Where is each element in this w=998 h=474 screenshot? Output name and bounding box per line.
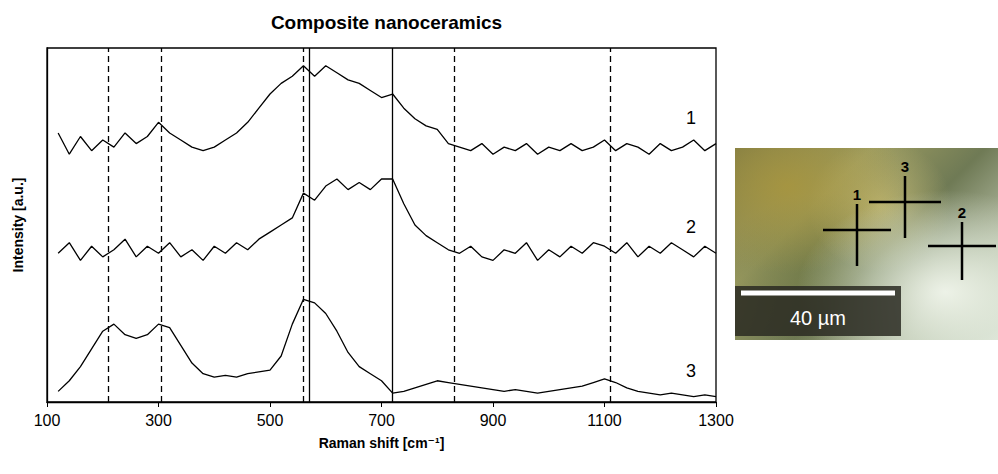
svg-text:1: 1 xyxy=(853,186,861,203)
svg-text:Composite nanoceramics: Composite nanoceramics xyxy=(271,12,502,33)
svg-text:500: 500 xyxy=(257,412,284,429)
svg-text:2: 2 xyxy=(958,204,966,221)
svg-text:1300: 1300 xyxy=(698,412,734,429)
svg-text:3: 3 xyxy=(686,361,696,381)
svg-text:300: 300 xyxy=(145,412,172,429)
svg-text:2: 2 xyxy=(686,217,696,237)
svg-text:1100: 1100 xyxy=(587,412,622,429)
svg-text:100: 100 xyxy=(34,412,61,429)
svg-text:Intensity [a.u.]: Intensity [a.u.] xyxy=(10,178,26,273)
svg-text:700: 700 xyxy=(368,412,395,429)
svg-text:Raman shift [cm⁻¹]: Raman shift [cm⁻¹] xyxy=(319,435,445,451)
svg-text:3: 3 xyxy=(901,158,909,175)
svg-text:40 µm: 40 µm xyxy=(790,307,846,329)
svg-text:900: 900 xyxy=(480,412,507,429)
svg-text:1: 1 xyxy=(686,108,696,128)
